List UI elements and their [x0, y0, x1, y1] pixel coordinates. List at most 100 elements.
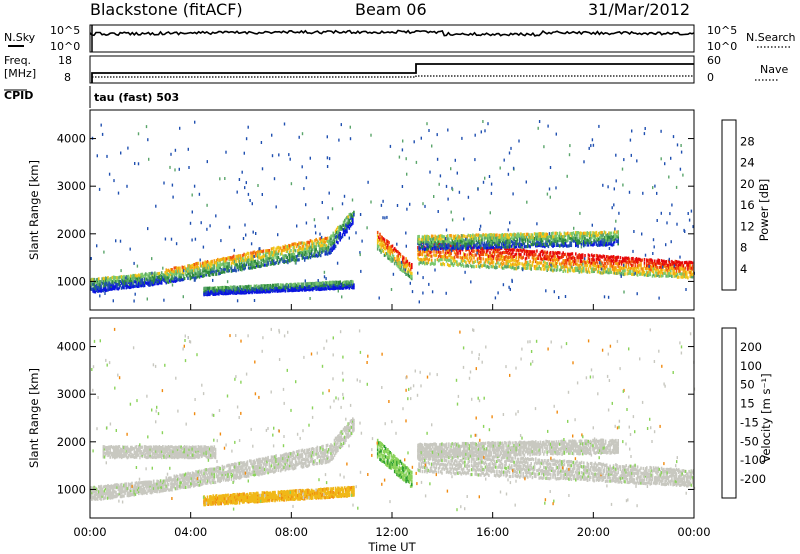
- echo-cell: [459, 239, 462, 243]
- echo-cell: [301, 254, 304, 258]
- echo-cell: [554, 231, 556, 235]
- echo-cell: [654, 184, 656, 188]
- echo-cell: [125, 281, 128, 285]
- echo-cell: [469, 236, 472, 240]
- echo-cell: [341, 281, 344, 285]
- echo-cell: [188, 274, 190, 278]
- echo-cell: [402, 139, 404, 143]
- echo-cell: [234, 268, 236, 272]
- echo-cell: [175, 273, 178, 277]
- echo-cell: [659, 261, 662, 266]
- echo-cell: [616, 230, 618, 234]
- echo-cell: [491, 243, 494, 247]
- echo-cell: [206, 203, 208, 207]
- echo-cell: [209, 471, 211, 475]
- echo-cell: [617, 230, 619, 234]
- echo-cell: [348, 226, 351, 230]
- echo-cell: [589, 263, 592, 267]
- echo-cell: [406, 172, 408, 176]
- echo-cell: [305, 282, 307, 286]
- echo-cell: [545, 261, 547, 266]
- colorbar-tick-label: 8: [740, 241, 747, 255]
- echo-cell: [344, 233, 346, 237]
- echo-cell: [631, 257, 633, 261]
- echo-cell: [228, 269, 230, 273]
- echo-cell: [530, 233, 532, 237]
- echo-cell: [120, 489, 123, 493]
- echo-cell: [214, 272, 217, 276]
- echo-cell: [251, 287, 253, 291]
- echo-cell: [446, 241, 449, 245]
- echo-cell: [501, 255, 504, 259]
- echo-cell: [223, 257, 226, 261]
- echo-cell: [136, 274, 139, 278]
- echo-cell: [691, 272, 694, 276]
- echo-cell: [251, 252, 253, 256]
- echo-cell: [486, 264, 489, 268]
- echo-cell: [425, 261, 427, 265]
- echo-cell: [682, 264, 685, 268]
- echo-cell: [411, 277, 413, 281]
- echo-cell: [490, 254, 492, 258]
- echo-cell: [691, 265, 694, 269]
- echo-cell: [233, 285, 235, 289]
- echo-cell: [576, 243, 578, 247]
- echo-cell: [93, 485, 95, 489]
- echo-cell: [485, 252, 488, 256]
- echo-cell: [108, 495, 110, 499]
- echo-cell: [289, 157, 291, 161]
- echo-cell: [271, 247, 274, 251]
- echo-cell: [167, 273, 170, 277]
- echo-cell: [533, 253, 536, 257]
- echo-cell: [152, 486, 155, 490]
- echo-cell: [316, 239, 319, 243]
- echo-cell: [535, 260, 537, 264]
- echo-cell: [266, 257, 268, 261]
- echo-cell: [490, 257, 492, 261]
- echo-cell: [499, 234, 502, 238]
- echo-cell: [319, 240, 322, 244]
- echo-cell: [108, 493, 110, 497]
- echo-cell: [503, 256, 505, 260]
- echo-cell: [203, 269, 205, 273]
- echo-cell: [672, 272, 674, 276]
- noise-left-tick-top: 10^5: [50, 24, 80, 37]
- echo-cell: [350, 213, 353, 217]
- echo-cell: [644, 127, 646, 130]
- echo-cell: [175, 266, 178, 270]
- echo-cell: [459, 249, 462, 253]
- echo-cell: [627, 269, 630, 273]
- echo-cell: [507, 259, 510, 263]
- echo-cell: [450, 210, 452, 214]
- echo-cell: [678, 267, 680, 271]
- echo-cell: [563, 235, 566, 239]
- echo-cell: [607, 185, 609, 189]
- echo-cell: [652, 252, 654, 255]
- echo-cell: [586, 243, 589, 247]
- echo-cell: [636, 264, 639, 268]
- echo-cell: [580, 231, 583, 235]
- echo-cell: [426, 242, 428, 246]
- echo-cell: [389, 144, 392, 148]
- echo-cell: [261, 255, 264, 259]
- echo-cell: [150, 489, 153, 493]
- echo-cell: [464, 253, 466, 257]
- echo-cell: [134, 481, 137, 485]
- echo-cell: [401, 255, 404, 259]
- echo-cell: [512, 248, 514, 252]
- echo-cell: [458, 239, 460, 243]
- echo-cell: [663, 271, 665, 275]
- echo-cell: [529, 253, 531, 257]
- echo-cell: [206, 476, 209, 480]
- echo-cell: [107, 494, 109, 498]
- echo-cell: [102, 494, 105, 498]
- echo-cell: [217, 261, 219, 265]
- echo-cell: [111, 280, 114, 284]
- echo-cell: [600, 260, 602, 264]
- echo-cell: [94, 495, 97, 499]
- echo-cell: [254, 265, 257, 269]
- echo-cell: [496, 261, 498, 265]
- echo-cell: [492, 247, 495, 252]
- echo-cell: [583, 160, 585, 164]
